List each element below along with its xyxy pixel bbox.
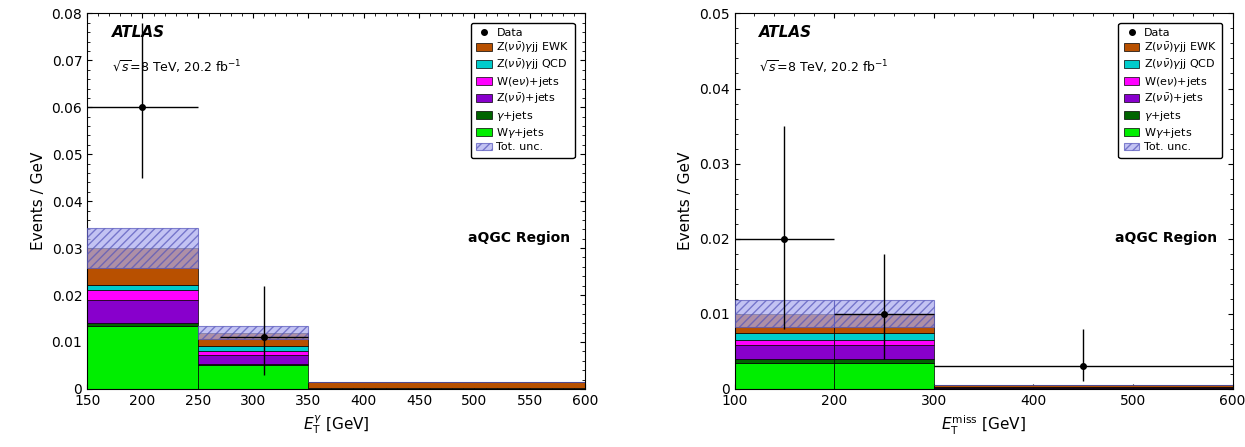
- Bar: [735, 300, 834, 327]
- Text: ATLAS: ATLAS: [112, 25, 166, 40]
- Bar: [87, 285, 198, 291]
- Bar: [834, 340, 934, 346]
- Bar: [834, 314, 934, 333]
- Bar: [735, 359, 834, 363]
- Y-axis label: Events / GeV: Events / GeV: [679, 152, 693, 250]
- X-axis label: $E_{\mathrm{T}}^{\mathrm{miss}}$ [GeV]: $E_{\mathrm{T}}^{\mathrm{miss}}$ [GeV]: [941, 413, 1026, 437]
- Bar: [309, 382, 585, 388]
- Legend: Data, Z($\nu\bar{\nu}$)$\gamma$jj EWK, Z($\nu\bar{\nu}$)$\gamma$jj QCD, W(e$\nu$: Data, Z($\nu\bar{\nu}$)$\gamma$jj EWK, Z…: [471, 23, 575, 158]
- Bar: [834, 346, 934, 359]
- Bar: [735, 340, 834, 346]
- X-axis label: $E_{\mathrm{T}}^{\gamma}$ [GeV]: $E_{\mathrm{T}}^{\gamma}$ [GeV]: [303, 413, 370, 436]
- Bar: [198, 366, 309, 389]
- Text: aQGC Region: aQGC Region: [468, 231, 570, 245]
- Bar: [735, 333, 834, 340]
- Text: ATLAS: ATLAS: [759, 25, 813, 40]
- Bar: [834, 363, 934, 389]
- Bar: [87, 291, 198, 300]
- Bar: [87, 300, 198, 323]
- Bar: [198, 326, 309, 339]
- Bar: [198, 333, 309, 346]
- Bar: [834, 333, 934, 340]
- Legend: Data, Z($\nu\bar{\nu}$)$\gamma$jj EWK, Z($\nu\bar{\nu}$)$\gamma$jj QCD, W(e$\nu$: Data, Z($\nu\bar{\nu}$)$\gamma$jj EWK, Z…: [1118, 23, 1223, 158]
- Text: $\sqrt{s}$=8 TeV, 20.2 fb$^{-1}$: $\sqrt{s}$=8 TeV, 20.2 fb$^{-1}$: [112, 59, 242, 76]
- Bar: [87, 323, 198, 325]
- Bar: [834, 359, 934, 363]
- Bar: [735, 363, 834, 389]
- Bar: [735, 314, 834, 333]
- Text: $\sqrt{s}$=8 TeV, 20.2 fb$^{-1}$: $\sqrt{s}$=8 TeV, 20.2 fb$^{-1}$: [759, 59, 889, 76]
- Bar: [309, 388, 585, 389]
- Bar: [735, 346, 834, 359]
- Bar: [934, 387, 1233, 388]
- Bar: [87, 325, 198, 389]
- Bar: [198, 346, 309, 351]
- Y-axis label: Events / GeV: Events / GeV: [31, 152, 46, 250]
- Text: aQGC Region: aQGC Region: [1116, 231, 1218, 245]
- Bar: [934, 388, 1233, 389]
- Bar: [198, 364, 309, 366]
- Bar: [198, 351, 309, 354]
- Bar: [87, 228, 198, 268]
- Bar: [87, 248, 198, 285]
- Bar: [834, 300, 934, 327]
- Bar: [198, 354, 309, 364]
- Bar: [934, 385, 1233, 387]
